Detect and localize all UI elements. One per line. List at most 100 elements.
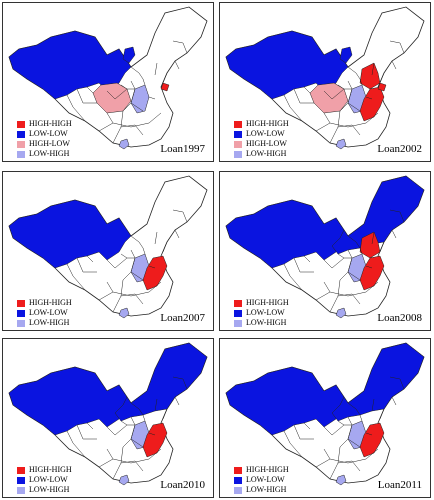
panel-title: Loan2011	[377, 479, 422, 491]
legend-swatch	[17, 130, 25, 138]
legend-item: LOW-HIGH	[234, 318, 289, 328]
province-border	[154, 231, 158, 245]
province-border	[98, 112, 162, 132]
china-province-map	[8, 342, 208, 486]
legend-label: HIGH-LOW	[246, 139, 287, 148]
legend-label: HIGH-HIGH	[246, 119, 289, 128]
legend-swatch	[17, 140, 25, 148]
legend: HIGH-HIGH LOW-LOW LOW-HIGH	[234, 298, 289, 328]
province-border	[154, 62, 158, 76]
legend-item: LOW-LOW	[17, 129, 72, 139]
legend-item: LOW-HIGH	[17, 318, 72, 328]
province-border	[172, 376, 188, 390]
legend-swatch	[234, 150, 242, 158]
legend-swatch	[234, 140, 242, 148]
china-province-map	[8, 6, 208, 150]
legend: HIGH-HIGH LOW-LOW LOW-HIGH	[17, 465, 72, 495]
legend-label: LOW-LOW	[246, 308, 285, 317]
region-hebei-lowlow	[339, 46, 353, 64]
province-border	[365, 432, 373, 436]
province-border	[303, 86, 311, 94]
province-border	[148, 96, 156, 100]
region-hainan-lowhigh	[335, 474, 347, 486]
province-border	[329, 293, 361, 313]
province-border	[86, 255, 94, 263]
map-panel-loan2002: HIGH-HIGH LOW-LOW HIGH-LOW LOW-HIGH Loan2002	[219, 2, 431, 162]
province-border	[371, 231, 375, 245]
province-border	[283, 94, 303, 122]
province-border	[303, 255, 311, 263]
region-coast-highhigh	[142, 422, 168, 458]
province-border	[172, 209, 188, 223]
province-border	[130, 438, 144, 448]
legend-item: HIGH-LOW	[17, 139, 72, 149]
province-border	[337, 84, 345, 90]
legend-item: LOW-HIGH	[17, 485, 72, 495]
province-border	[347, 66, 361, 80]
province-border	[130, 66, 144, 80]
province-border	[389, 209, 405, 223]
china-province-map	[225, 175, 425, 319]
legend-label: HIGH-HIGH	[246, 298, 289, 307]
panel-title: Loan2007	[160, 312, 205, 324]
legend-item: HIGH-HIGH	[17, 119, 72, 129]
province-border	[347, 402, 361, 416]
legend-swatch	[17, 120, 25, 128]
province-border	[130, 402, 144, 416]
region-hainan-lowhigh	[335, 307, 347, 319]
legend-swatch	[17, 319, 25, 327]
province-border	[293, 88, 314, 104]
province-border	[379, 241, 385, 253]
province-border	[379, 408, 385, 420]
province-border	[347, 271, 361, 281]
map-panel-loan2008: HIGH-HIGH LOW-LOW LOW-HIGH Loan2008	[219, 171, 431, 331]
region-west-lowlow	[8, 366, 132, 436]
legend: HIGH-HIGH LOW-LOW LOW-HIGH	[17, 298, 72, 328]
region-west-lowlow	[225, 366, 349, 436]
china-province-map	[225, 342, 425, 486]
legend-label: LOW-HIGH	[29, 485, 70, 494]
legend-swatch	[17, 476, 25, 484]
legend-swatch	[234, 486, 242, 494]
legend-swatch	[234, 130, 242, 138]
china-province-map	[225, 6, 425, 150]
province-border	[120, 253, 128, 259]
province-border	[337, 253, 345, 259]
legend-swatch	[234, 466, 242, 474]
province-border	[391, 60, 397, 70]
province-border	[174, 396, 180, 406]
province-border	[389, 376, 405, 390]
province-border	[359, 414, 363, 422]
province-border	[130, 102, 144, 112]
legend-label: HIGH-LOW	[29, 139, 70, 148]
province-border	[379, 72, 385, 84]
legend-label: HIGH-HIGH	[29, 119, 72, 128]
legend-item: LOW-HIGH	[17, 149, 72, 159]
province-border	[142, 78, 146, 86]
legend-item: HIGH-HIGH	[234, 298, 289, 308]
province-border	[371, 62, 375, 76]
province-border	[112, 124, 144, 144]
province-border	[148, 432, 156, 436]
legend-label: LOW-LOW	[29, 308, 68, 317]
region-west-lowlow	[225, 199, 349, 269]
province-border	[142, 247, 146, 255]
province-border	[371, 398, 375, 412]
province-border	[76, 88, 97, 104]
province-border	[347, 235, 361, 249]
province-border	[112, 293, 144, 313]
province-border	[172, 40, 188, 54]
province-border	[130, 271, 144, 281]
province-border	[66, 94, 86, 122]
legend-item: LOW-LOW	[234, 308, 289, 318]
legend-swatch	[17, 466, 25, 474]
legend-item: LOW-LOW	[17, 475, 72, 485]
province-border	[365, 96, 373, 100]
legend-swatch	[17, 309, 25, 317]
province-border	[154, 398, 158, 412]
legend-label: LOW-HIGH	[246, 485, 287, 494]
province-border	[86, 422, 94, 430]
legend-swatch	[234, 319, 242, 327]
legend-item: LOW-LOW	[234, 475, 289, 485]
province-border	[66, 430, 86, 458]
